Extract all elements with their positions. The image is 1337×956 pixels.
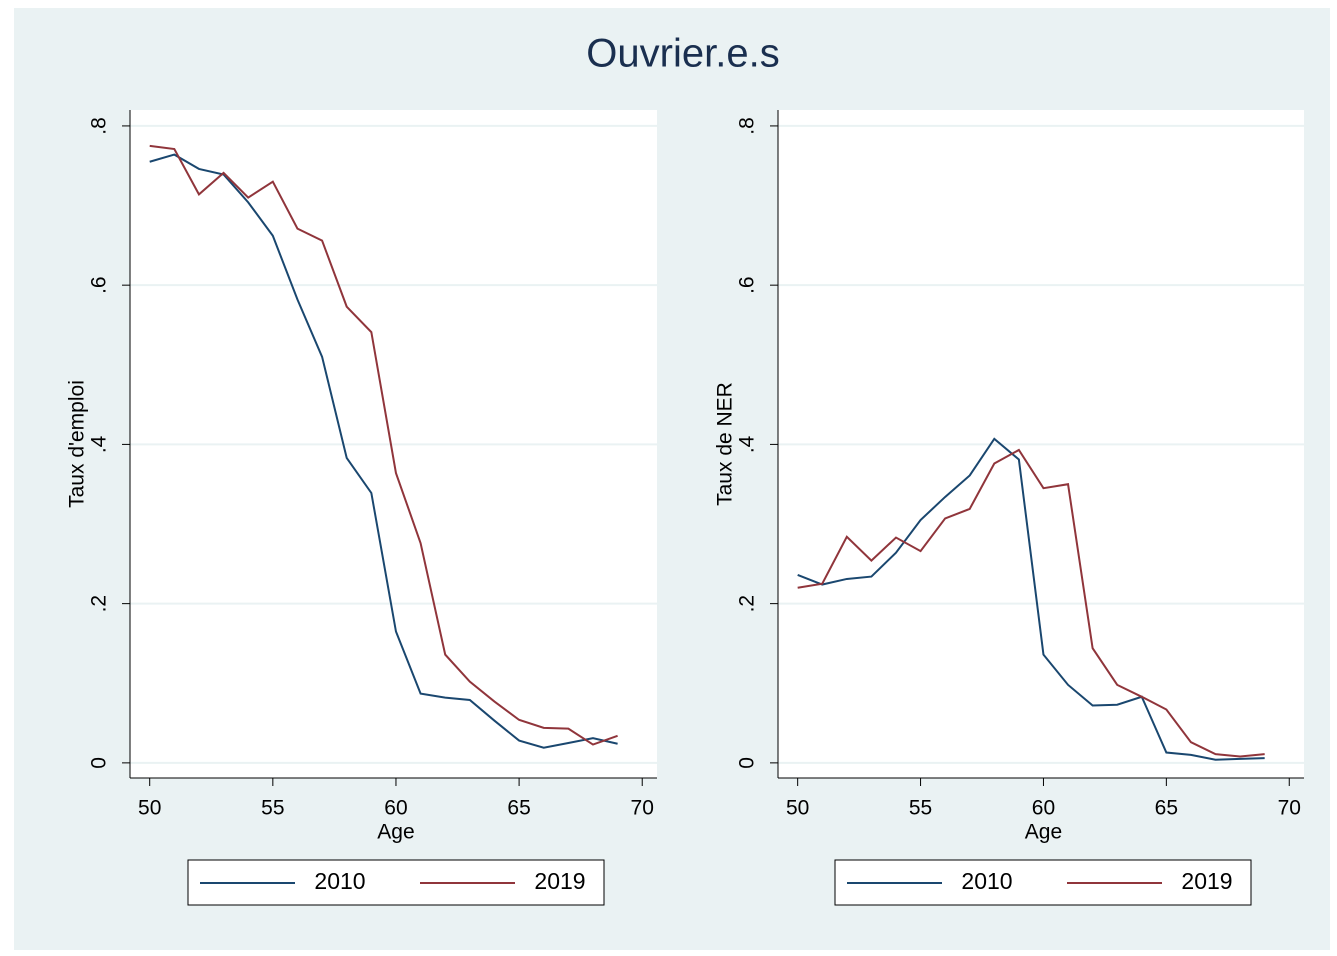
data-line [149,153,618,749]
data-line [797,437,1265,761]
y-tick-label: .8 [88,117,111,135]
x-tick-label: 65 [1155,797,1178,820]
chart-title: Ouvrier.e.s [586,32,779,76]
x-tick-label: 70 [1278,797,1301,820]
y-tick-label: .2 [736,595,759,613]
y-tick-label: 0 [88,757,111,769]
legend-label: 2010 [314,868,365,894]
x-tick-label: 65 [507,797,530,820]
legend-label: 2010 [961,868,1012,894]
data-line [797,448,1265,758]
y-tick-label: .2 [88,595,111,613]
data-line [149,144,618,746]
y-tick-label: .6 [736,276,759,294]
x-tick-label: 70 [631,797,654,820]
y-tick-label: .8 [736,117,759,135]
y-tick-label: .4 [88,435,111,453]
x-tick-label: 60 [384,797,407,820]
x-axis-label: Age [377,821,414,844]
x-tick-label: 60 [1032,797,1055,820]
y-axis-label: Taux de NER [714,382,737,506]
y-tick-label: 0 [736,757,759,769]
y-tick-label: .4 [736,435,759,453]
x-tick-label: 55 [261,797,284,820]
y-tick-label: .6 [88,276,111,294]
legend-label: 2019 [534,868,585,894]
y-axis-label: Taux d'emploi [66,380,89,508]
x-tick-label: 55 [909,797,932,820]
legend-label: 2019 [1181,868,1232,894]
x-axis-label: Age [1025,821,1062,844]
x-tick-label: 50 [138,797,161,820]
x-tick-label: 50 [786,797,809,820]
